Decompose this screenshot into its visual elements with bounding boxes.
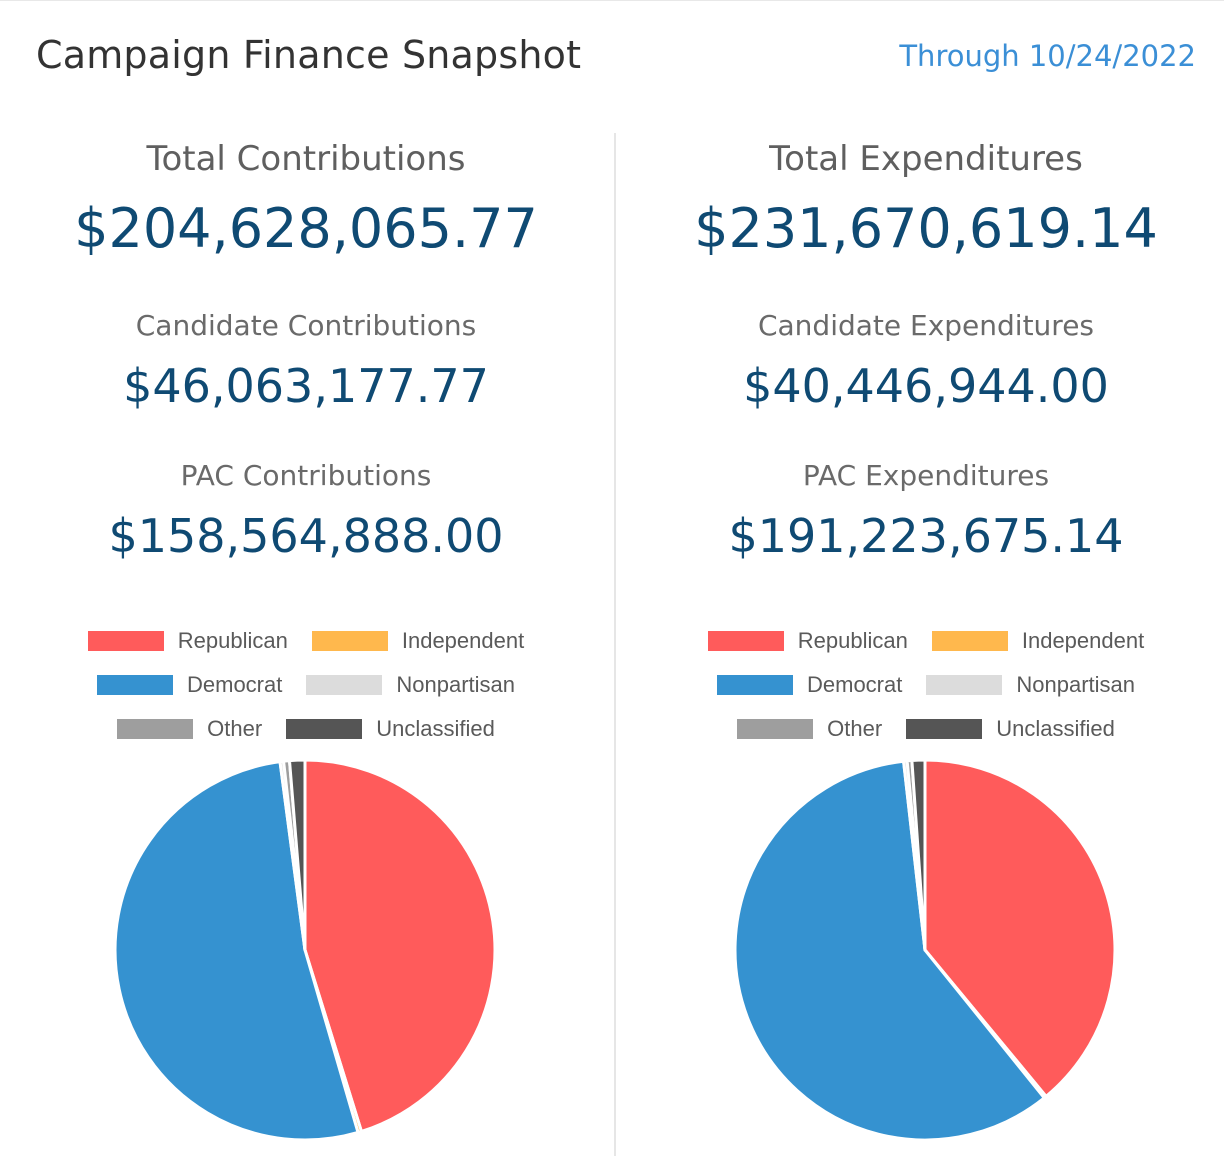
legend-swatch <box>306 675 383 695</box>
pac-expenditures-value: $191,223,675.14 <box>728 509 1124 563</box>
candidate-contributions-value: $46,063,177.77 <box>123 359 489 413</box>
candidate-contributions-label: Candidate Contributions <box>135 309 477 342</box>
expenditures-legend-item-nonpartisan[interactable]: Nonpartisan <box>926 672 1135 698</box>
contributions-legend-item-democrat[interactable]: Democrat <box>97 672 282 698</box>
expenditures-legend-item-republican[interactable]: Republican <box>707 628 908 654</box>
legend-swatch <box>286 719 363 739</box>
expenditures-legend-item-unclassified[interactable]: Unclassified <box>906 716 1115 742</box>
candidate-expenditures-label: Candidate Expenditures <box>757 309 1095 342</box>
legend-label: Democrat <box>807 672 903 697</box>
legend-row: Republican Independent <box>0 619 612 663</box>
legend-row: Democrat Nonpartisan <box>620 663 1224 707</box>
legend-swatch <box>707 631 784 651</box>
expenditures-legend: Republican Independent Democrat Nonpartisan… <box>620 619 1224 751</box>
legend-label: Republican <box>177 628 288 653</box>
contributions-pie-chart <box>113 758 497 1142</box>
legend-label: Independent <box>1021 628 1145 653</box>
contributions-pie-slice-democrat[interactable] <box>113 760 360 1142</box>
expenditures-pie-slice-republican[interactable] <box>923 758 1117 1098</box>
legend-label: Democrat <box>187 672 283 697</box>
contributions-pie-slice-republican[interactable] <box>303 758 497 1133</box>
expenditures-pie-slice-democrat[interactable] <box>733 759 1046 1142</box>
pac-expenditures-label: PAC Expenditures <box>802 459 1050 492</box>
legend-label: Nonpartisan <box>396 672 515 697</box>
page-title: Campaign Finance Snapshot <box>36 33 582 77</box>
expenditures-legend-item-independent[interactable]: Independent <box>931 628 1145 654</box>
contributions-legend-item-republican[interactable]: Republican <box>87 628 288 654</box>
legend-swatch <box>117 719 194 739</box>
total-contributions-value: $204,628,065.77 <box>74 197 538 260</box>
legend-label: Other <box>207 716 263 741</box>
contributions-legend-item-nonpartisan[interactable]: Nonpartisan <box>306 672 515 698</box>
legend-swatch <box>97 675 173 695</box>
expenditures-pie-slice-unclassified[interactable] <box>910 758 927 952</box>
legend-swatch <box>906 719 983 739</box>
column-divider <box>614 133 616 1156</box>
legend-swatch <box>311 631 388 651</box>
legend-swatch <box>717 675 793 695</box>
pac-contributions-label: PAC Contributions <box>180 459 432 492</box>
contributions-legend-item-other[interactable]: Other <box>117 716 262 742</box>
through-date-link[interactable]: Through 10/24/2022 <box>899 39 1196 73</box>
legend-label: Nonpartisan <box>1016 672 1135 697</box>
legend-swatch <box>737 719 814 739</box>
legend-label: Republican <box>797 628 908 653</box>
pac-contributions-value: $158,564,888.00 <box>108 509 504 563</box>
contributions-legend-item-independent[interactable]: Independent <box>311 628 525 654</box>
contributions-pie-slice-unclassified[interactable] <box>288 758 307 952</box>
legend-label: Unclassified <box>376 716 495 741</box>
expenditures-column: Total Expenditures $231,670,619.14 Candi… <box>620 1 1224 1156</box>
legend-label: Unclassified <box>996 716 1115 741</box>
legend-label: Other <box>827 716 883 741</box>
expenditures-pie-chart <box>733 758 1117 1142</box>
legend-label: Independent <box>401 628 525 653</box>
expenditures-legend-item-democrat[interactable]: Democrat <box>717 672 902 698</box>
total-expenditures-value: $231,670,619.14 <box>694 197 1158 260</box>
candidate-expenditures-value: $40,446,944.00 <box>743 359 1109 413</box>
contributions-legend-item-unclassified[interactable]: Unclassified <box>286 716 495 742</box>
total-contributions-label: Total Contributions <box>146 139 466 179</box>
legend-swatch <box>926 675 1003 695</box>
total-expenditures-label: Total Expenditures <box>769 139 1083 179</box>
contributions-column: Total Contributions $204,628,065.77 Cand… <box>0 1 612 1156</box>
contributions-legend: Republican Independent Democrat Nonpartisan… <box>0 619 612 751</box>
legend-row: Other Unclassified <box>0 707 612 751</box>
legend-swatch <box>931 631 1008 651</box>
legend-swatch <box>87 631 164 651</box>
legend-row: Republican Independent <box>620 619 1224 663</box>
legend-row: Democrat Nonpartisan <box>0 663 612 707</box>
expenditures-legend-item-other[interactable]: Other <box>737 716 882 742</box>
legend-row: Other Unclassified <box>620 707 1224 751</box>
